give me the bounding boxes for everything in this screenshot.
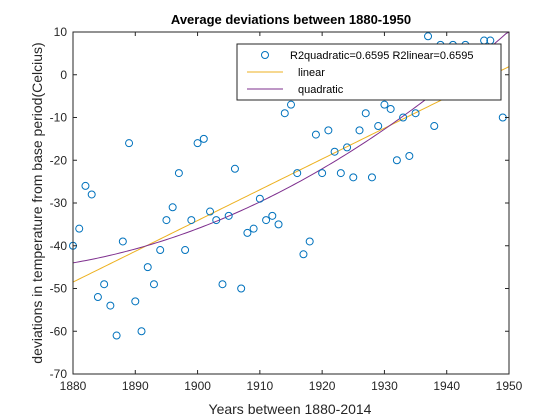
y-tick-label: -60	[50, 324, 68, 338]
y-tick-label: -70	[50, 367, 68, 381]
y-axis-label: deviations in temperature from base peri…	[29, 42, 45, 363]
legend-label-quadratic: quadratic	[298, 84, 344, 96]
legend-label-data: R2quadratic=0.6595 R2linear=0.6595	[290, 50, 473, 62]
x-tick-label: 1930	[371, 379, 398, 393]
x-tick-label: 1940	[433, 379, 460, 393]
chart-title: Average deviations between 1880-1950	[171, 12, 411, 27]
y-tick-label: -10	[50, 111, 68, 125]
y-tick-label: -40	[50, 239, 68, 253]
x-tick-label: 1880	[60, 379, 87, 393]
x-tick-label: 1890	[122, 379, 149, 393]
legend-label-linear: linear	[298, 67, 325, 79]
y-tick-label: -20	[50, 153, 68, 167]
x-tick-label: 1950	[496, 379, 523, 393]
y-tick-label: -50	[50, 282, 68, 296]
y-tick-label: 0	[60, 68, 67, 82]
x-tick-label: 1920	[309, 379, 336, 393]
y-tick-label: -30	[50, 196, 68, 210]
x-axis-label: Years between 1880-2014	[209, 401, 372, 417]
x-tick-label: 1900	[184, 379, 211, 393]
y-tick-label: 10	[54, 25, 68, 39]
x-tick-label: 1910	[247, 379, 274, 393]
legend: R2quadratic=0.6595 R2linear=0.6595 linea…	[237, 44, 501, 100]
